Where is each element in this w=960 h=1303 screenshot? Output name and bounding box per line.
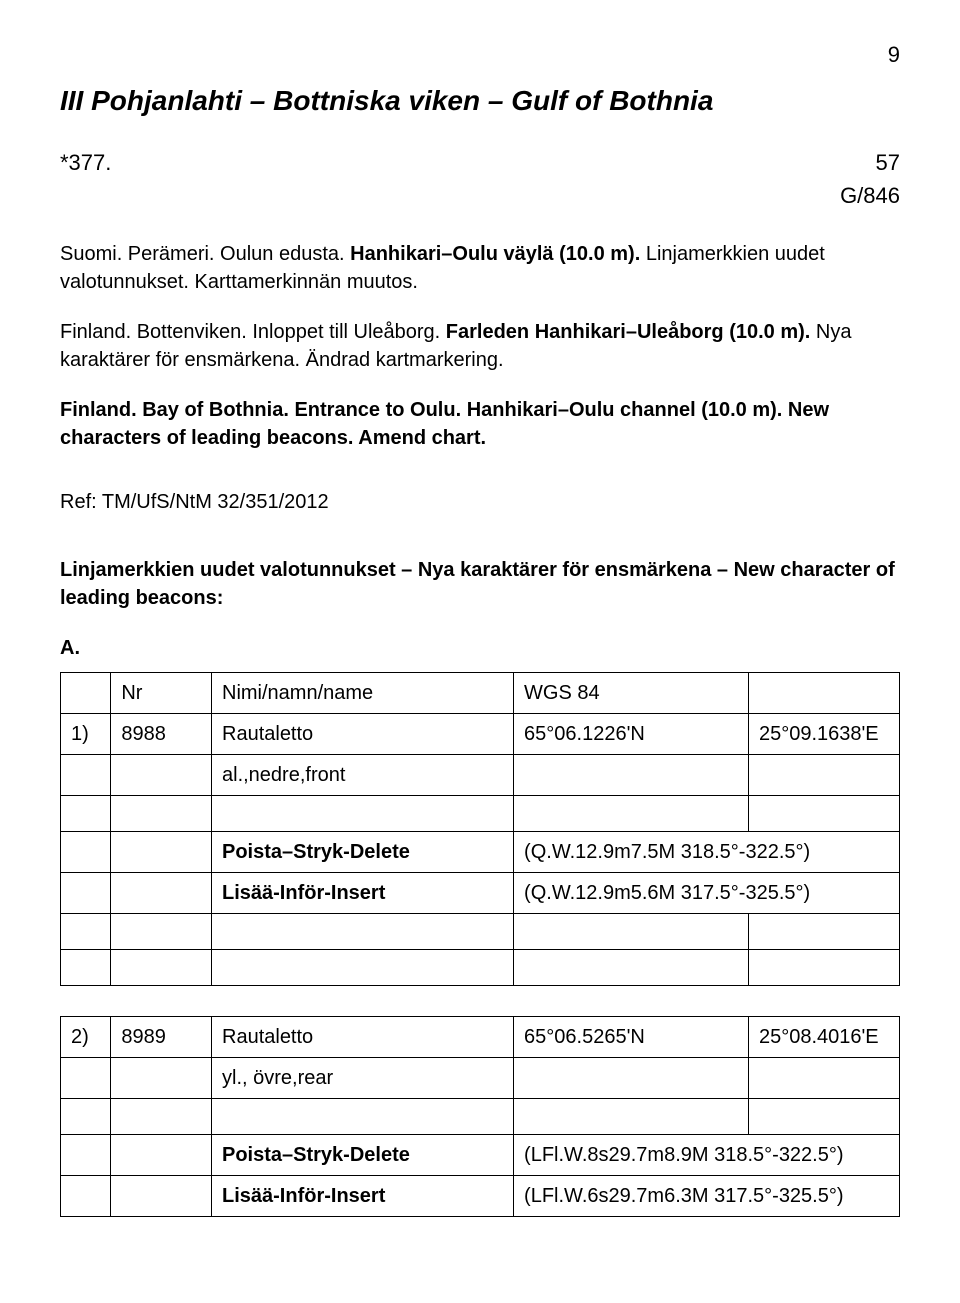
ref-right-num: 57 bbox=[876, 148, 900, 179]
table-a: Nr Nimi/namn/name WGS 84 1) 8988 Rautale… bbox=[60, 672, 900, 986]
cell-delete-val: (LFl.W.8s29.7m8.9M 318.5°-322.5°) bbox=[514, 1134, 900, 1175]
table-row: yl., övre,rear bbox=[61, 1057, 900, 1098]
ref-code: G/846 bbox=[60, 181, 900, 212]
cell-name: Rautaletto bbox=[212, 713, 514, 754]
table-row: 2) 8989 Rautaletto 65°06.5265'N 25°08.40… bbox=[61, 1016, 900, 1057]
table-row: Lisää-Inför-Insert (LFl.W.6s29.7m6.3M 31… bbox=[61, 1175, 900, 1216]
table-row bbox=[61, 1098, 900, 1134]
table-row: Nr Nimi/namn/name WGS 84 bbox=[61, 672, 900, 713]
table-row: Poista–Stryk-Delete (Q.W.12.9m7.5M 318.5… bbox=[61, 831, 900, 872]
cell-lon: 25°08.4016'E bbox=[748, 1016, 899, 1057]
list-heading: Linjamerkkien uudet valotunnukset – Nya … bbox=[60, 556, 900, 612]
cell-lat: 65°06.5265'N bbox=[514, 1016, 749, 1057]
page-number: 9 bbox=[60, 40, 900, 71]
loc-sv: Finland. Bottenviken. Inloppet till Uleå… bbox=[60, 321, 446, 343]
ref-num: *377. bbox=[60, 148, 111, 179]
ref-line: Ref: TM/UfS/NtM 32/351/2012 bbox=[60, 488, 900, 516]
para-swedish: Finland. Bottenviken. Inloppet till Uleå… bbox=[60, 318, 900, 374]
cell-lon: 25°09.1638'E bbox=[748, 713, 899, 754]
cell-insert-val: (LFl.W.6s29.7m6.3M 317.5°-325.5°) bbox=[514, 1175, 900, 1216]
table-row: Poista–Stryk-Delete (LFl.W.8s29.7m8.9M 3… bbox=[61, 1134, 900, 1175]
cell-lat: 65°06.1226'N bbox=[514, 713, 749, 754]
table-row: al.,nedre,front bbox=[61, 754, 900, 795]
cell-nr: 8988 bbox=[111, 713, 212, 754]
cell-desc: al.,nedre,front bbox=[212, 754, 514, 795]
header-wgs: WGS 84 bbox=[514, 672, 749, 713]
table-row: Lisää-Inför-Insert (Q.W.12.9m5.6M 317.5°… bbox=[61, 872, 900, 913]
cell-name: Rautaletto bbox=[212, 1016, 514, 1057]
cell-idx: 1) bbox=[61, 713, 111, 754]
header-nr: Nr bbox=[111, 672, 212, 713]
reference-block: *377. 57 G/846 bbox=[60, 148, 900, 212]
cell-delete-label: Poista–Stryk-Delete bbox=[212, 831, 514, 872]
loc-en: Finland. Bay of Bothnia. Entrance to Oul… bbox=[60, 399, 467, 421]
cell-delete-val: (Q.W.12.9m7.5M 318.5°-322.5°) bbox=[514, 831, 900, 872]
section-a-label: A. bbox=[60, 634, 900, 662]
table-row bbox=[61, 949, 900, 985]
cell-nr: 8989 bbox=[111, 1016, 212, 1057]
cell-idx: 2) bbox=[61, 1016, 111, 1057]
loc-fi: Suomi. Perämeri. Oulun edusta. bbox=[60, 243, 350, 265]
cell-desc: yl., övre,rear bbox=[212, 1057, 514, 1098]
page-title: III Pohjanlahti – Bottniska viken – Gulf… bbox=[60, 81, 900, 120]
bold-en: Hanhikari–Oulu channel (10.0 m). bbox=[467, 399, 783, 421]
table-row: 1) 8988 Rautaletto 65°06.1226'N 25°09.16… bbox=[61, 713, 900, 754]
para-finnish: Suomi. Perämeri. Oulun edusta. Hanhikari… bbox=[60, 240, 900, 296]
header-name: Nimi/namn/name bbox=[212, 672, 514, 713]
bold-fi: Hanhikari–Oulu väylä (10.0 m). bbox=[350, 243, 640, 265]
table-row bbox=[61, 795, 900, 831]
table-b: 2) 8989 Rautaletto 65°06.5265'N 25°08.40… bbox=[60, 1016, 900, 1217]
cell-insert-label: Lisää-Inför-Insert bbox=[212, 872, 514, 913]
bold-sv: Farleden Hanhikari–Uleåborg (10.0 m). bbox=[446, 321, 811, 343]
cell-insert-val: (Q.W.12.9m5.6M 317.5°-325.5°) bbox=[514, 872, 900, 913]
cell-insert-label: Lisää-Inför-Insert bbox=[212, 1175, 514, 1216]
para-english: Finland. Bay of Bothnia. Entrance to Oul… bbox=[60, 396, 900, 452]
cell-delete-label: Poista–Stryk-Delete bbox=[212, 1134, 514, 1175]
table-row bbox=[61, 913, 900, 949]
